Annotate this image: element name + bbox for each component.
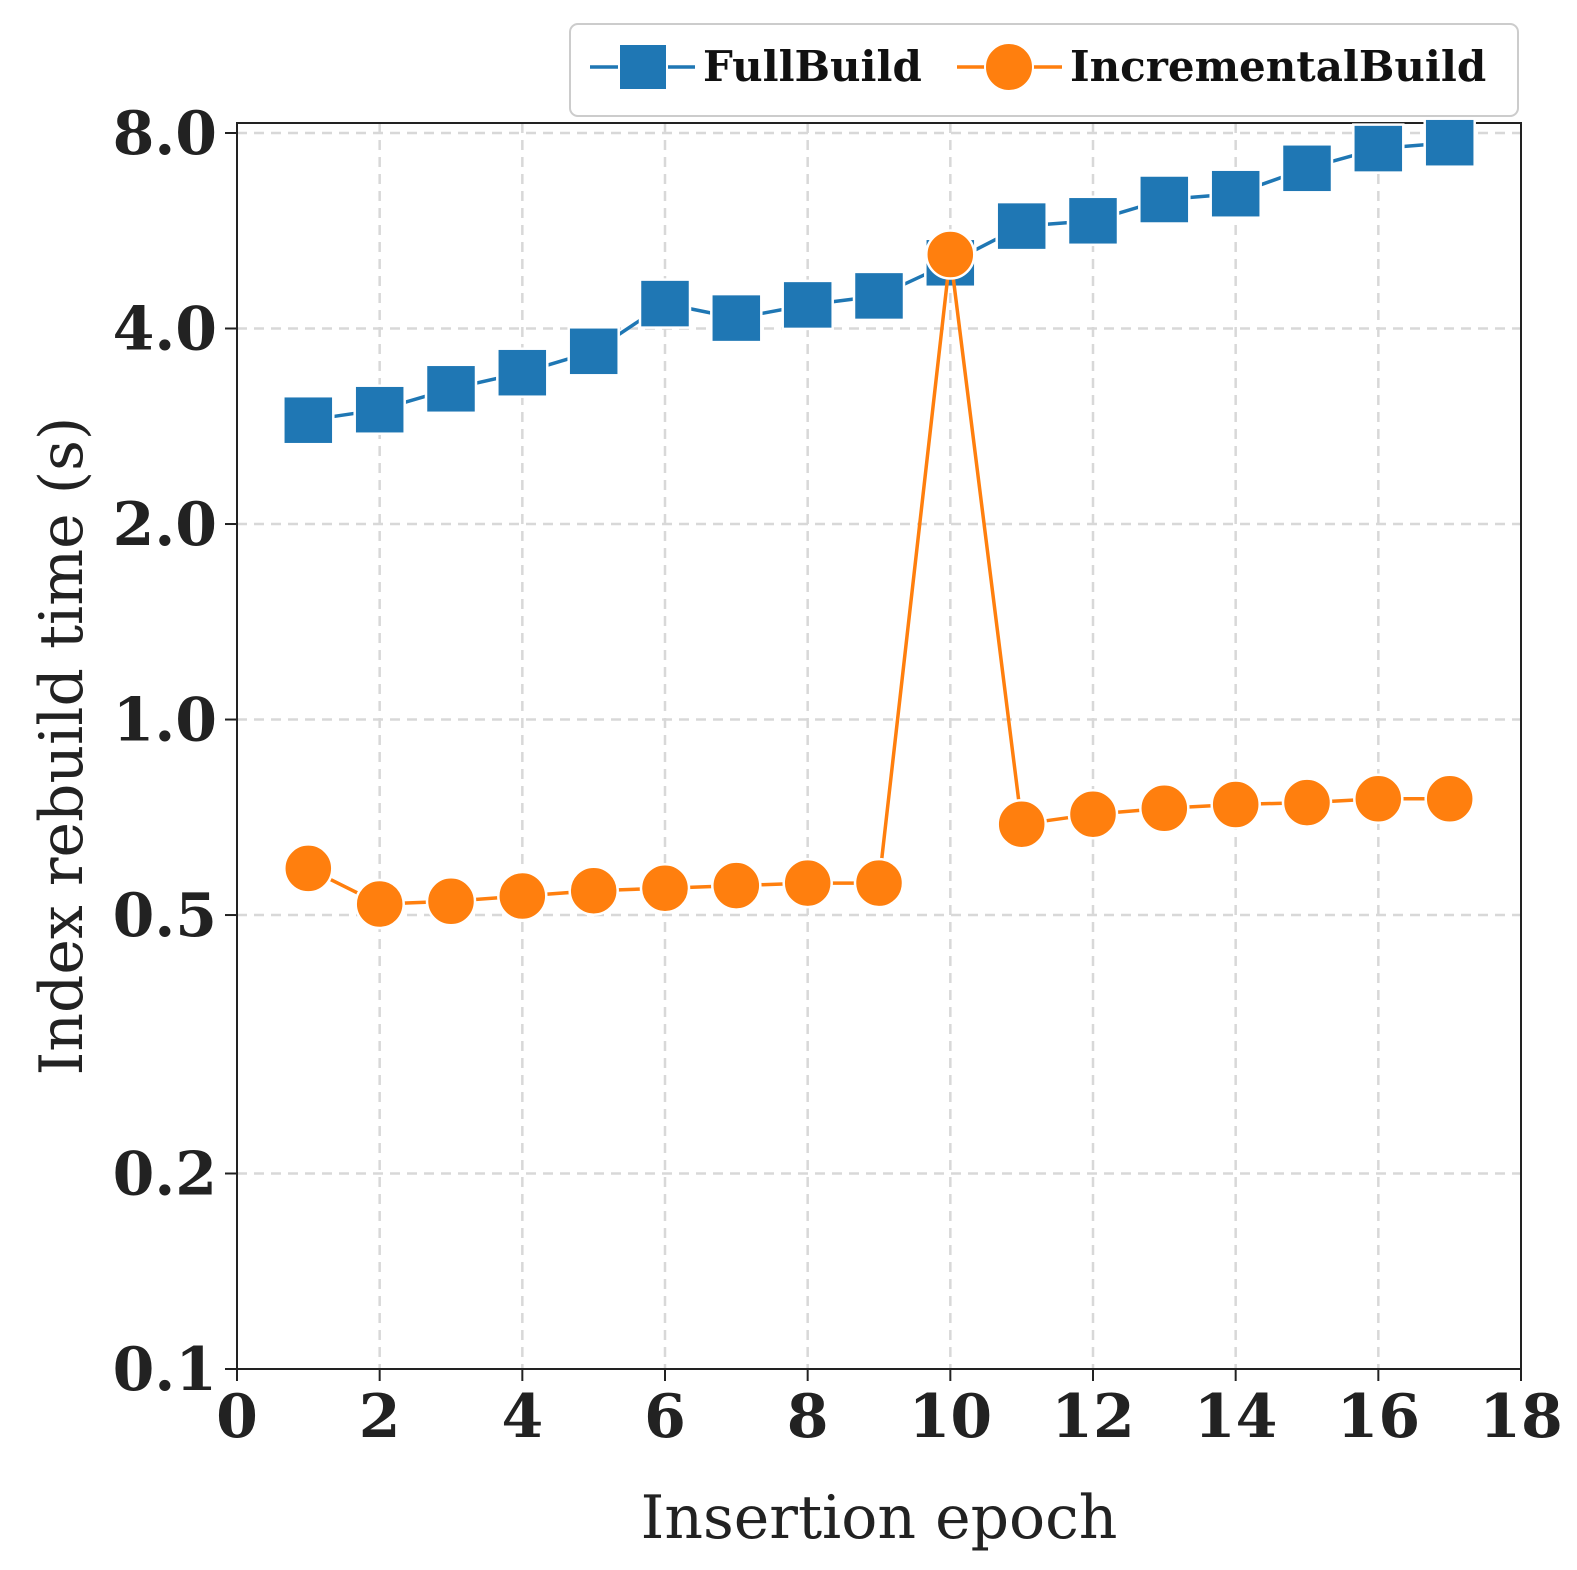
data-point-fullbuild (1280, 143, 1334, 194)
x-tick-label: 6 (644, 1382, 686, 1452)
x-tick-label: 12 (1051, 1382, 1135, 1452)
axis-ticks: 0 2 4 6 8 10 12 14 16 18 0.1 0.2 0.5 1.0 2.0 4.0 8.0 (113, 99, 1563, 1452)
data-point-fullbuild (1423, 117, 1476, 168)
x-axis-label: Insertion epoch (641, 1483, 1118, 1553)
y-axis-label: Index rebuild time (s) (27, 417, 97, 1076)
y-tick-label: 1.0 (113, 686, 217, 756)
legend-label-incrementalbuild: IncrementalBuild (1070, 42, 1486, 91)
data-point-fullbuild (852, 270, 906, 322)
series-fullbuild (282, 117, 1476, 446)
x-tick-label: 18 (1479, 1382, 1563, 1452)
data-point-fullbuild (1209, 168, 1262, 219)
data-point-incrementalbuild (996, 798, 1047, 850)
plot-frame (236, 122, 1522, 1370)
data-point-incrementalbuild (1210, 779, 1261, 830)
data-point-incrementalbuild (425, 876, 477, 927)
data-point-fullbuild (424, 363, 478, 415)
x-tick-label: 8 (787, 1382, 829, 1452)
data-point-fullbuild (1138, 174, 1191, 225)
y-tick-label: 0.5 (113, 881, 217, 951)
data-point-fullbuild (1352, 123, 1405, 174)
data-point-fullbuild (995, 200, 1048, 252)
data-point-incrementalbuild (925, 229, 976, 280)
data-point-incrementalbuild (1353, 773, 1404, 825)
x-tick-label: 0 (216, 1382, 258, 1452)
data-point-incrementalbuild (1139, 783, 1190, 834)
data-point-incrementalbuild (853, 857, 905, 909)
data-point-fullbuild (496, 347, 549, 398)
data-point-incrementalbuild (1281, 777, 1333, 828)
y-tick-label: 0.1 (113, 1335, 217, 1405)
x-tick-label: 14 (1194, 1382, 1278, 1452)
data-point-incrementalbuild (711, 860, 762, 911)
x-tick-label: 4 (501, 1382, 543, 1452)
legend-label-fullbuild: FullBuild (703, 42, 922, 91)
x-tick-label: 2 (359, 1382, 401, 1452)
series-layer (282, 117, 1476, 930)
data-point-incrementalbuild (354, 878, 405, 930)
legend-marker-fullbuild (618, 43, 668, 91)
data-point-incrementalbuild (639, 862, 691, 914)
data-point-fullbuild (282, 394, 335, 446)
data-point-fullbuild (353, 384, 406, 435)
data-point-incrementalbuild (1067, 788, 1119, 840)
data-point-incrementalbuild (1424, 773, 1475, 825)
series-incrementalbuild (283, 229, 1475, 930)
data-point-incrementalbuild (568, 865, 619, 916)
legend-marker-incrementalbuild (984, 42, 1034, 92)
data-point-incrementalbuild (782, 857, 833, 909)
data-point-fullbuild (1066, 195, 1120, 247)
data-point-fullbuild (567, 326, 620, 377)
data-point-fullbuild (638, 278, 692, 329)
legend: FullBuild IncrementalBuild (569, 23, 1519, 117)
data-point-fullbuild (710, 292, 763, 344)
y-tick-label: 2.0 (113, 490, 217, 560)
data-point-incrementalbuild (283, 843, 334, 894)
y-tick-label: 8.0 (113, 99, 217, 169)
series-line-incrementalbuild (307, 252, 1450, 906)
x-tick-label: 10 (909, 1382, 993, 1452)
data-point-incrementalbuild (497, 870, 548, 922)
legend-box (569, 23, 1519, 117)
y-tick-label: 4.0 (113, 295, 217, 365)
grid-lines (237, 123, 1521, 1369)
y-tick-label: 0.2 (113, 1139, 217, 1209)
x-tick-label: 16 (1337, 1382, 1421, 1452)
data-point-fullbuild (781, 279, 834, 331)
